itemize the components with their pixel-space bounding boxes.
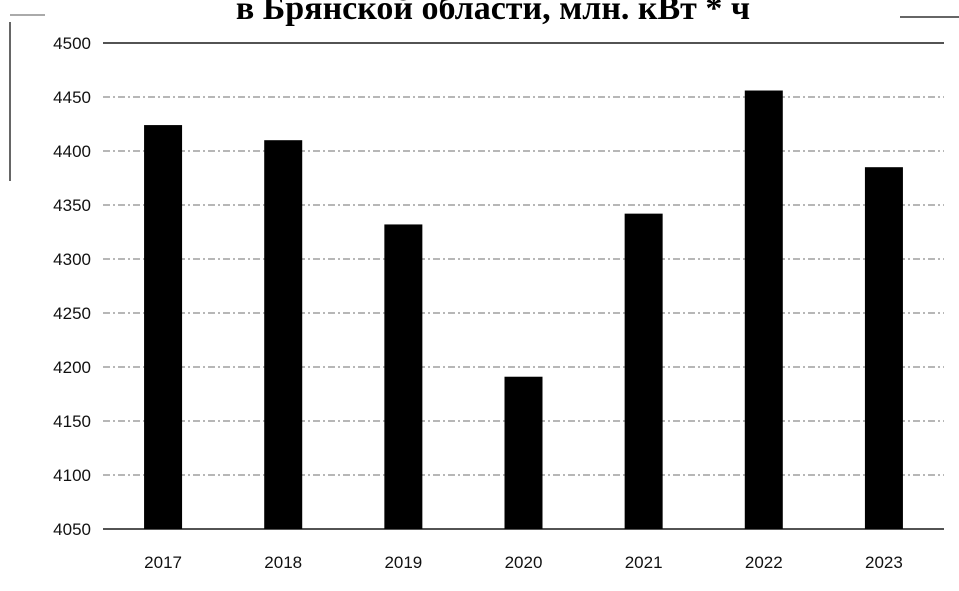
y-tick-label-4050: 4050: [53, 520, 91, 539]
x-tick-label-2021: 2021: [625, 553, 663, 572]
x-axis-ticks: 2017 2018 2019 2020 2021 2022 2023: [144, 553, 903, 572]
chart-frame: [9, 14, 959, 181]
x-tick-label-2019: 2019: [384, 553, 422, 572]
bar-2021: [624, 213, 663, 529]
y-axis-ticks: 4500 4450 4400 4350 4300 4250 4200 4150 4100 4050: [53, 34, 91, 539]
y-tick-label-4200: 4200: [53, 358, 91, 377]
y-tick-label-4300: 4300: [53, 250, 91, 269]
y-tick-label-4450: 4450: [53, 88, 91, 107]
chart-title: в Брянской области, млн. кВт * ч: [236, 0, 750, 27]
y-tick-label-4350: 4350: [53, 196, 91, 215]
bar-2019: [384, 224, 423, 529]
bar-2017: [144, 125, 183, 529]
x-tick-label-2022: 2022: [745, 553, 783, 572]
x-tick-label-2018: 2018: [264, 553, 302, 572]
y-tick-label-4150: 4150: [53, 412, 91, 431]
x-tick-label-2023: 2023: [865, 553, 903, 572]
bar-2022: [744, 90, 783, 530]
y-tick-label-4400: 4400: [53, 142, 91, 161]
y-tick-label-4100: 4100: [53, 466, 91, 485]
y-tick-label-4250: 4250: [53, 304, 91, 323]
x-tick-label-2020: 2020: [505, 553, 543, 572]
x-tick-label-2017: 2017: [144, 553, 182, 572]
bar-2023: [864, 167, 903, 529]
bar-2018: [264, 140, 303, 529]
bar-series: [144, 90, 903, 530]
y-tick-label-4500: 4500: [53, 34, 91, 53]
bar-2020: [504, 376, 543, 529]
